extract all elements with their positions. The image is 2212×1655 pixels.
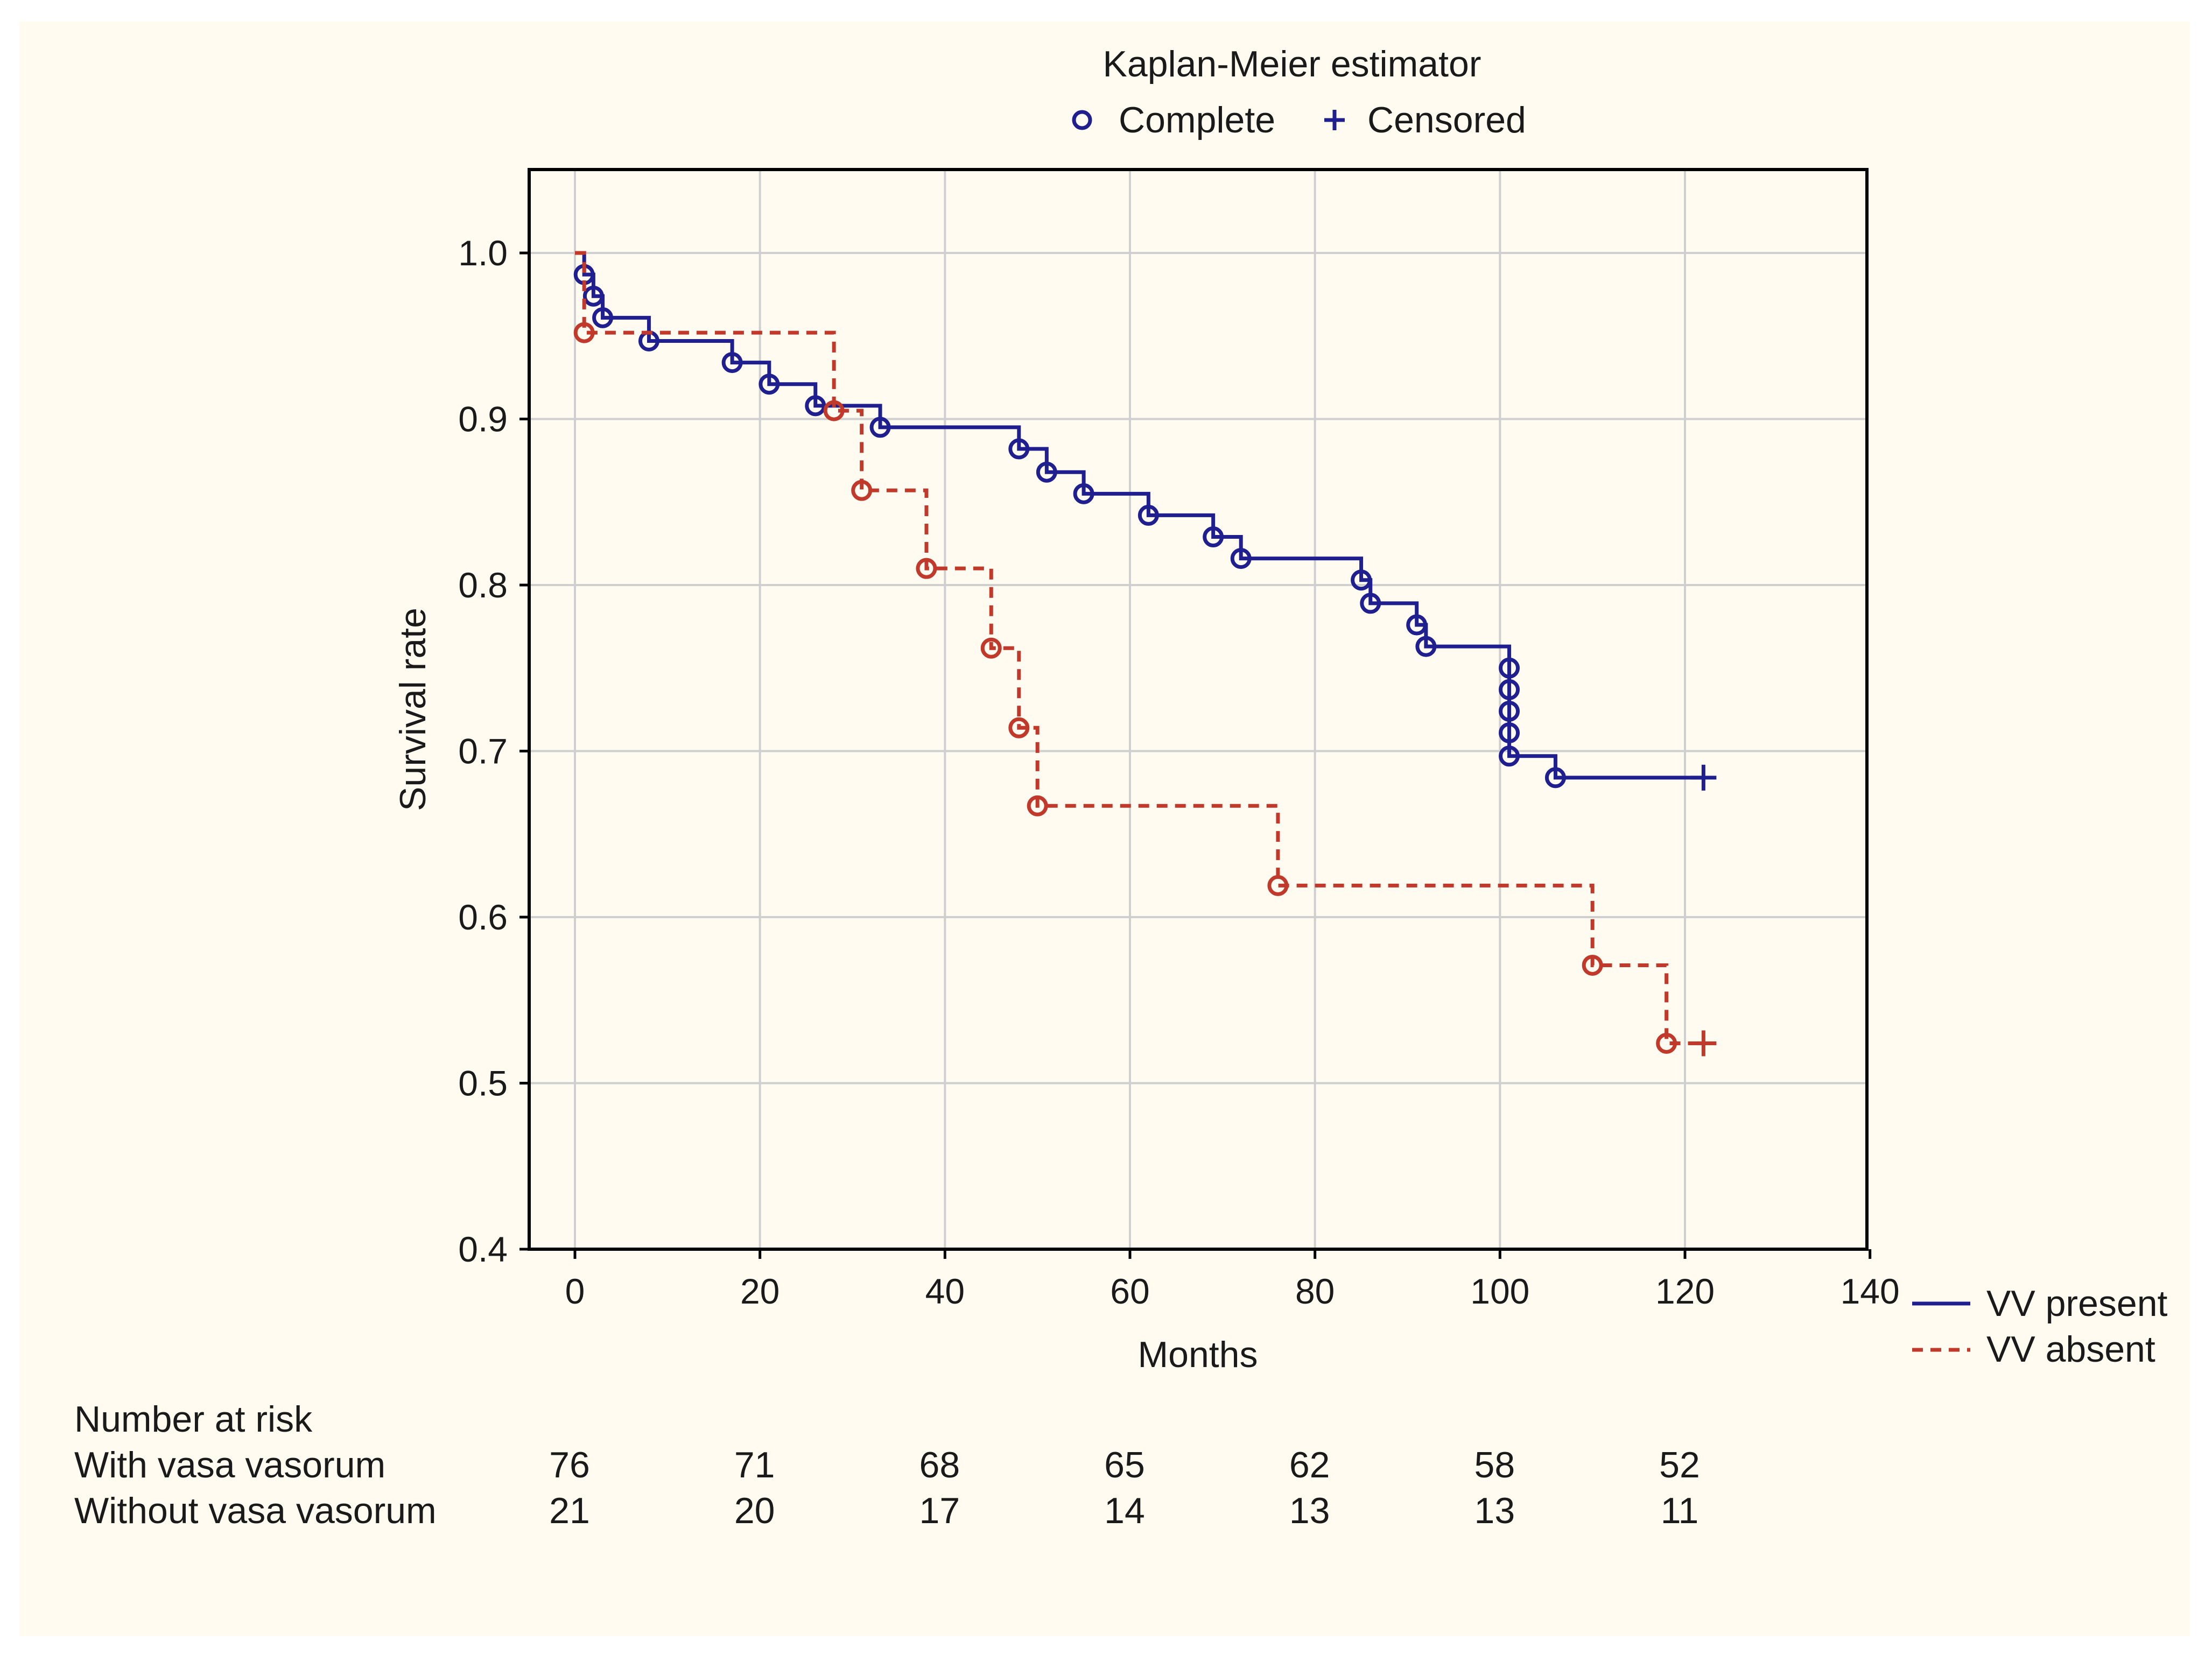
y-tick-label: 0.9 (458, 399, 508, 439)
complete-event-marker-vv-absent (1008, 717, 1030, 738)
x-tick-label: 140 (1841, 1271, 1900, 1311)
complete-event-marker-vv-absent (1267, 875, 1289, 896)
x-tick-label: 60 (1110, 1271, 1149, 1311)
complete-event-marker-vv-present (582, 285, 604, 307)
complete-event-marker-vv-present (721, 352, 743, 374)
complete-event-marker-vv-present (1499, 679, 1520, 700)
y-axis-label: Survival rate (392, 608, 433, 811)
y-tick-label: 0.8 (458, 565, 508, 605)
x-tick-label: 80 (1295, 1271, 1335, 1311)
complete-event-marker-vv-present (1036, 461, 1057, 483)
series-legend: VV present VV absent (1912, 1283, 2168, 1370)
censored-marker-icon (1324, 110, 1345, 130)
risk-value: 11 (1661, 1490, 1699, 1531)
risk-table: Number at risk With vasa vasorum Without… (74, 1399, 1700, 1531)
series-layer (573, 251, 1717, 1057)
x-axis-label: Months (1138, 1334, 1258, 1375)
complete-event-marker-vv-present (869, 417, 891, 438)
complete-event-marker-vv-present (1203, 526, 1224, 548)
risk-row-label-with: With vasa vasorum (74, 1445, 385, 1485)
x-tick-label: 40 (925, 1271, 965, 1311)
series-line-vv-present (575, 251, 1704, 780)
risk-value: 14 (1104, 1490, 1145, 1531)
complete-event-marker-vv-absent (916, 558, 937, 579)
risk-row-label-without: Without vasa vasorum (74, 1490, 437, 1531)
risk-value: 20 (734, 1490, 775, 1531)
risk-value: 76 (549, 1445, 590, 1485)
chart-title: Kaplan-Meier estimator (1103, 44, 1481, 84)
y-tick-label: 0.6 (458, 897, 508, 937)
y-tick-label: 0.5 (458, 1064, 508, 1103)
complete-event-marker-vv-present (1008, 438, 1030, 460)
risk-value: 62 (1289, 1445, 1330, 1485)
marker-legend: Complete Censored (1072, 100, 1526, 140)
complete-event-marker-vv-present (1544, 767, 1566, 788)
complete-event-marker-vv-present (1230, 548, 1252, 569)
y-tick-label: 1.0 (458, 233, 508, 273)
risk-value: 17 (919, 1490, 960, 1531)
complete-event-marker-vv-absent (1027, 795, 1048, 816)
complete-event-marker-vv-present (1499, 700, 1520, 722)
risk-value: 13 (1474, 1490, 1515, 1531)
complete-event-marker-vv-present (592, 307, 614, 328)
risk-value: 68 (919, 1445, 960, 1485)
complete-event-marker-vv-present (1499, 722, 1520, 744)
risk-value: 71 (734, 1445, 775, 1485)
censored-marker-vv-present (1690, 764, 1717, 791)
complete-event-marker-vv-present (759, 374, 780, 395)
complete-event-marker-vv-present (1415, 636, 1437, 657)
x-tick-label: 0 (565, 1271, 585, 1311)
risk-table-title: Number at risk (74, 1399, 313, 1440)
complete-event-marker-vv-absent (851, 480, 873, 501)
risk-value: 52 (1659, 1445, 1700, 1485)
legend-complete-label: Complete (1119, 100, 1275, 140)
complete-event-marker-vv-present (1137, 504, 1159, 526)
risk-value: 58 (1474, 1445, 1515, 1485)
complete-event-marker-vv-present (805, 395, 826, 417)
complete-event-marker-vv-present (1351, 569, 1372, 591)
complete-event-marker-vv-present (1360, 593, 1381, 614)
complete-event-marker-vv-absent (823, 400, 845, 421)
figure-background (19, 22, 2190, 1636)
risk-value: 65 (1104, 1445, 1145, 1485)
x-tick-label: 100 (1470, 1271, 1529, 1311)
complete-marker-icon (1072, 110, 1092, 130)
risk-values: 76 71 68 65 62 58 52 21 20 17 14 13 13 11 (549, 1445, 1700, 1531)
series-line-vv-absent (575, 251, 1704, 1045)
complete-event-marker-vv-present (1073, 483, 1094, 504)
y-tick-label: 0.7 (458, 731, 508, 771)
legend-vv-present-label: VV present (1986, 1283, 2168, 1324)
tick-labels: 0 20 40 60 80 100 120 140 0.4 0.5 0.6 0.7 0.8 0.9 1.0 (458, 233, 1899, 1311)
legend-vv-absent-label: VV absent (1986, 1329, 2155, 1370)
grid-layer (529, 170, 1867, 1249)
risk-value: 21 (549, 1490, 590, 1531)
complete-event-marker-vv-absent (980, 637, 1002, 659)
complete-event-marker-vv-absent (1656, 1032, 1677, 1054)
complete-event-marker-vv-present (1499, 745, 1520, 767)
complete-event-marker-vv-absent (573, 322, 595, 343)
complete-event-marker-vv-absent (1582, 954, 1603, 976)
risk-value: 13 (1289, 1490, 1330, 1531)
x-tick-label: 20 (740, 1271, 780, 1311)
plot-frame (528, 168, 1869, 1251)
legend-censored-label: Censored (1367, 100, 1526, 140)
y-tick-label: 0.4 (458, 1229, 508, 1269)
censored-marker-vv-absent (1690, 1030, 1717, 1057)
complete-event-marker-vv-present (1406, 614, 1428, 636)
complete-event-marker-vv-present (1499, 657, 1520, 679)
x-tick-label: 120 (1655, 1271, 1715, 1311)
